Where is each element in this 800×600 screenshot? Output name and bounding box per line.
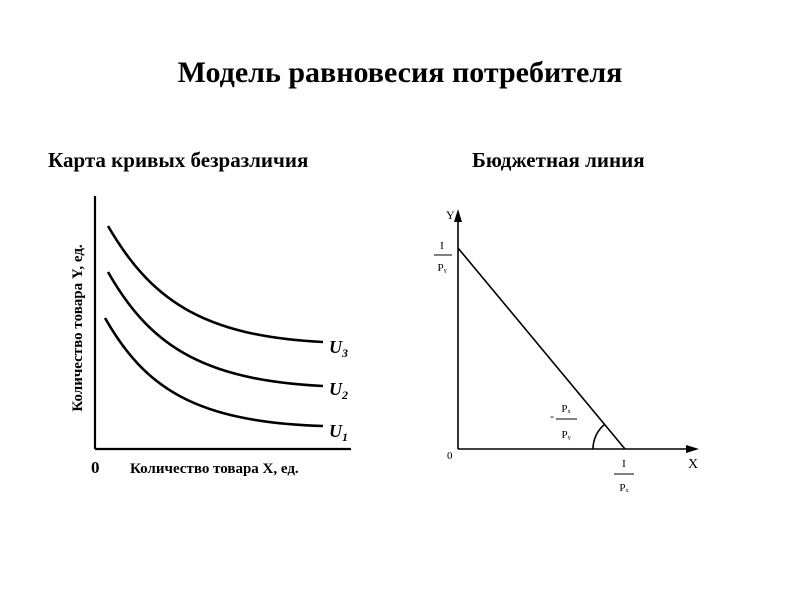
svg-text:I: I <box>440 240 444 252</box>
slope-angle-arc <box>592 423 606 450</box>
indifference-curve-u1 <box>103 317 324 428</box>
curve-label-u3: U3 <box>329 337 348 360</box>
slide-title: Модель равновесия потребителя <box>177 56 623 89</box>
curve-label-u2: U2 <box>329 379 348 402</box>
svg-text:-: - <box>550 409 554 423</box>
x-intercept-label: I Pₓ <box>614 458 634 494</box>
svg-text:Pᵧ: Pᵧ <box>561 429 570 441</box>
svg-text:Pₓ: Pₓ <box>561 403 571 415</box>
x-axis-arrow <box>686 445 699 453</box>
slope-label: - Pₓ Pᵧ <box>550 403 577 441</box>
svg-text:Pᵧ: Pᵧ <box>437 262 446 274</box>
curve-label-u1: U1 <box>329 421 348 444</box>
budget-line-heading: Бюджетная линия <box>472 148 645 172</box>
indifference-curve-u3 <box>106 225 324 344</box>
indifference-map: U3 U2 U1 0 Количество товара X, ед. Коли… <box>70 196 351 477</box>
y-intercept-label: I Pᵧ <box>434 240 452 274</box>
budget-line <box>457 247 626 450</box>
indifference-map-heading: Карта кривых безразличия <box>48 148 309 172</box>
svg-text:Pₓ: Pₓ <box>619 482 629 494</box>
indifference-curve-u2 <box>106 271 324 388</box>
svg-text:I: I <box>622 458 626 470</box>
origin-label: 0 <box>91 458 100 477</box>
origin-label: 0 <box>447 450 453 462</box>
y-axis-title: Количество товара Y, ед. <box>70 244 86 412</box>
y-axis-arrow <box>454 209 462 222</box>
x-axis-title: Количество товара X, ед. <box>130 461 299 477</box>
budget-line-diagram: Y X 0 I Pᵧ - Pₓ Pᵧ I Pₓ <box>434 208 699 494</box>
y-axis-label: Y <box>446 208 455 222</box>
x-axis-label: X <box>688 457 698 472</box>
